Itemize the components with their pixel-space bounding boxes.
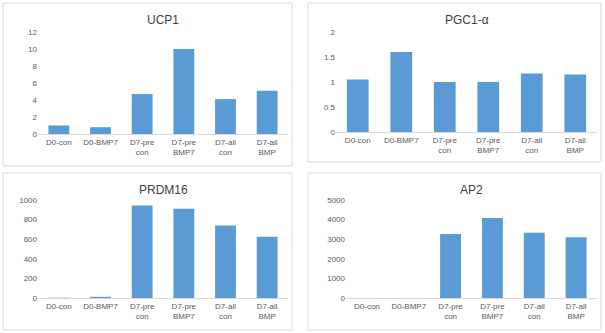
svg-text:D0-BMP7: D0-BMP7	[83, 302, 118, 311]
svg-text:D7-preBMP7: D7-preBMP7	[172, 302, 197, 321]
svg-text:D0-con: D0-con	[354, 302, 380, 311]
svg-text:0.5: 0.5	[324, 103, 336, 112]
svg-text:0: 0	[341, 294, 346, 303]
svg-text:400: 400	[24, 255, 38, 264]
svg-text:0: 0	[331, 128, 336, 137]
svg-text:1000: 1000	[327, 274, 345, 283]
svg-text:D0-con: D0-con	[345, 136, 371, 145]
svg-text:D7-allcon: D7-allcon	[215, 138, 236, 157]
svg-text:6: 6	[33, 79, 38, 88]
svg-text:D7-allcon: D7-allcon	[521, 136, 542, 155]
svg-text:5000: 5000	[327, 196, 345, 205]
svg-text:8: 8	[33, 62, 38, 71]
svg-text:D7-allBMP: D7-allBMP	[565, 136, 586, 155]
svg-text:D0-BMP7: D0-BMP7	[384, 136, 419, 145]
svg-text:2: 2	[33, 113, 38, 122]
svg-text:2: 2	[331, 28, 336, 37]
svg-text:PRDM16: PRDM16	[139, 183, 188, 197]
svg-text:UCP1: UCP1	[147, 13, 179, 27]
svg-text:1: 1	[331, 78, 336, 87]
svg-text:D7-precon: D7-precon	[438, 302, 463, 321]
svg-text:D0-con: D0-con	[46, 138, 72, 147]
svg-text:2000: 2000	[327, 255, 345, 264]
svg-text:D7-allBMP: D7-allBMP	[257, 302, 278, 321]
svg-text:3000: 3000	[327, 235, 345, 244]
svg-text:D7-precon: D7-precon	[433, 136, 458, 155]
svg-text:1000: 1000	[19, 196, 37, 205]
svg-text:D7-preBMP7: D7-preBMP7	[172, 138, 197, 157]
svg-text:D7-preBMP7: D7-preBMP7	[480, 302, 505, 321]
svg-text:D7-precon: D7-precon	[130, 138, 155, 157]
svg-text:1.5: 1.5	[324, 53, 336, 62]
svg-text:D7-allcon: D7-allcon	[524, 302, 545, 321]
svg-text:600: 600	[24, 235, 38, 244]
svg-text:10: 10	[28, 45, 37, 54]
svg-text:D0-BMP7: D0-BMP7	[391, 302, 426, 311]
svg-text:D7-allcon: D7-allcon	[215, 302, 236, 321]
svg-text:D7-preBMP7: D7-preBMP7	[476, 136, 501, 155]
svg-text:200: 200	[24, 274, 38, 283]
svg-text:4: 4	[33, 96, 38, 105]
svg-text:D7-precon: D7-precon	[130, 302, 155, 321]
svg-text:800: 800	[24, 215, 38, 224]
svg-text:0: 0	[33, 130, 38, 139]
svg-text:D7-allBMP: D7-allBMP	[566, 302, 587, 321]
svg-text:D7-allBMP: D7-allBMP	[257, 138, 278, 157]
svg-text:PGC1-α: PGC1-α	[445, 13, 489, 27]
svg-text:D0-BMP7: D0-BMP7	[83, 138, 118, 147]
svg-text:4000: 4000	[327, 215, 345, 224]
svg-text:0: 0	[33, 294, 38, 303]
svg-text:AP2: AP2	[460, 183, 483, 197]
svg-text:D0-con: D0-con	[46, 302, 72, 311]
svg-text:12: 12	[28, 28, 37, 37]
